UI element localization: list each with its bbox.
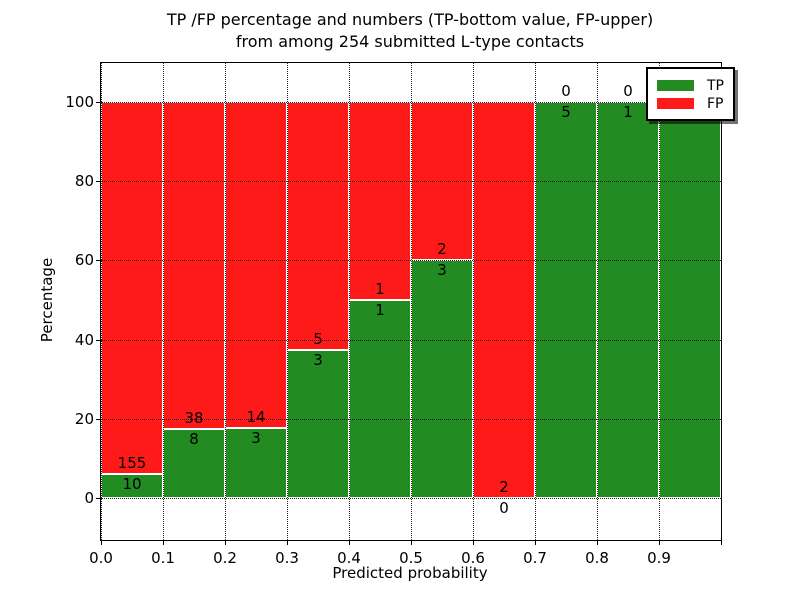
chart-title-line2: from among 254 submitted L-type contacts [235, 32, 585, 51]
y-tick-mark [96, 418, 101, 420]
x-tick-label: 0.4 [337, 549, 361, 567]
bar-segment-tp [535, 102, 597, 498]
ticks-layer: 0.0 0.1 0.2 0.3 0.4 0.5 0.6 0.7 0.8 0.9 0 20 40 60 80 1… [65, 63, 722, 567]
x-tick-mark [659, 540, 660, 545]
x-tick-mark [101, 540, 102, 545]
y-tick-mark [96, 102, 101, 103]
y-tick-mark [96, 181, 101, 183]
chart-title-line1: TP /FP percentage and numbers (TP-bottom… [166, 10, 654, 29]
y-tick-label: 60 [74, 251, 94, 270]
y-tick-label: 100 [65, 93, 94, 111]
x-tick-mark [535, 540, 536, 545]
y-tick-mark [96, 260, 101, 262]
x-tick-label: 0.0 [89, 549, 113, 567]
legend-label-fp: FP [707, 95, 724, 112]
x-tick-mark [287, 540, 288, 545]
y-axis-label: Percentage [38, 257, 56, 343]
x-tick-label: 0.6 [461, 549, 485, 567]
x-tick-mark [411, 540, 412, 545]
x-tick-label: 0.8 [585, 549, 609, 567]
bars-layer [101, 63, 721, 540]
x-tick-mark [473, 540, 474, 545]
x-tick-mark [225, 540, 226, 545]
plot-area: 1551038814353112320050103 0.00.10.20.30.… [65, 62, 735, 567]
x-tick-mark [597, 540, 598, 545]
x-tick-mark [721, 540, 722, 545]
chart-title: TP /FP percentage and numbers (TP-bottom… [167, 9, 653, 53]
x-tick-label: 0.9 [647, 549, 671, 567]
y-tick-mark [96, 339, 101, 341]
x-tick-mark [163, 540, 164, 545]
x-tick-mark [349, 540, 350, 545]
bar-segment-fp [101, 102, 163, 475]
bar-segment-tp [659, 102, 721, 498]
gridline-vertical [721, 63, 722, 540]
x-tick-label: 0.3 [275, 549, 299, 567]
legend-item-tp: TP [657, 77, 724, 94]
y-tick-label: 80 [74, 172, 94, 191]
bar-segment-tp [163, 429, 225, 498]
bar-segment-tp [597, 102, 659, 498]
legend-item-fp: FP [657, 95, 724, 112]
x-tick-label: 0.5 [399, 549, 423, 567]
legend-label-tp: TP [707, 77, 724, 94]
y-tick-mark [96, 498, 101, 499]
bar-segment-fp [349, 102, 411, 300]
x-tick-label: 0.7 [523, 549, 547, 567]
legend: TP FP [646, 67, 735, 121]
bar-segment-tp [349, 300, 411, 498]
x-tick-label: 0.2 [213, 549, 237, 567]
y-tick-label: 20 [74, 409, 94, 428]
tp-color-swatch [657, 80, 694, 91]
y-tick-label: 0 [84, 489, 94, 507]
x-tick-label: 0.1 [151, 549, 175, 567]
x-axis-label: Predicted probability [332, 564, 488, 582]
fp-color-swatch [657, 98, 694, 109]
y-tick-label: 40 [74, 330, 94, 349]
